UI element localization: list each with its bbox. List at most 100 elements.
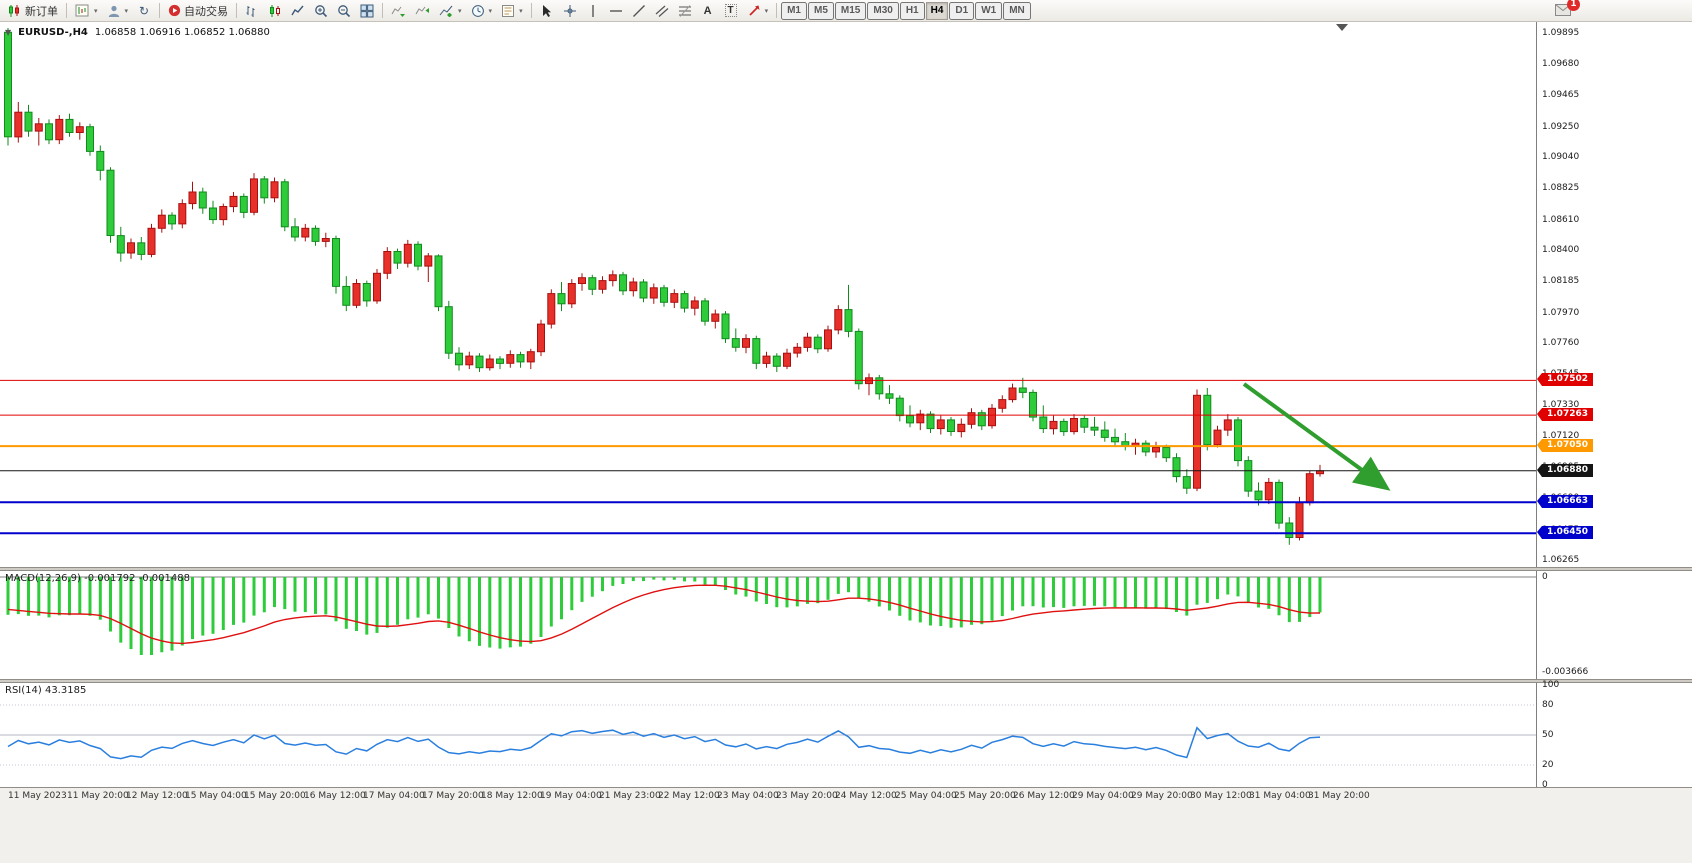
text-tool-button[interactable]: A — [697, 1, 719, 21]
autotrading-button[interactable]: 自动交易 — [164, 1, 232, 21]
time-axis[interactable]: 11 May 2023 11 May 20:00 12 May 12:00 15 Ma… — [0, 788, 1536, 863]
chevron-down-icon: ▾ — [124, 7, 129, 15]
time-axis-label: 24 May 12:00 — [835, 791, 897, 801]
timeframe-m15-button[interactable]: M15 — [834, 1, 867, 20]
rsi-plot-area[interactable]: RSI(14) 43.3185 — [0, 683, 1536, 787]
time-axis-label: 17 May 04:00 — [363, 791, 425, 801]
time-axis-label: 31 May 04:00 — [1249, 791, 1311, 801]
chart-shift-button[interactable] — [411, 1, 434, 21]
price-line-badge: 1.06880 — [1537, 464, 1593, 477]
horizontal-line-icon — [609, 9, 622, 12]
trendline-tool-button[interactable] — [628, 1, 650, 21]
profiles-button[interactable]: ▾ — [103, 1, 133, 21]
trendline-icon — [632, 4, 645, 17]
new-order-icon — [9, 4, 19, 17]
macd-panel-row: MACD(12,26,9) -0.001792 -0.001488 0 -0.00… — [0, 571, 1692, 679]
indicators-button[interactable]: ▾ — [435, 1, 466, 21]
price-axis-label: 1.07120 — [1542, 431, 1580, 441]
new-order-button[interactable]: 新订单 — [3, 1, 62, 21]
refresh-button[interactable]: ↻ — [133, 1, 155, 21]
toolbar-separator — [530, 3, 532, 18]
vertical-line-tool-button[interactable] — [582, 1, 604, 21]
price-axis-label: 1.09680 — [1542, 59, 1580, 69]
fibonacci-tool-button[interactable] — [674, 1, 696, 21]
macd-axis[interactable]: 0 -0.003666 — [1536, 571, 1692, 679]
rsi-panel-row: RSI(14) 43.3185 100 80 50 20 0 — [0, 680, 1692, 790]
chart-window: ▼ EURUSD-,H4 1.06858 1.06916 1.06852 1.0… — [0, 22, 1692, 863]
timeframe-h4-button[interactable]: H4 — [925, 1, 949, 20]
auto-scroll-button[interactable] — [387, 1, 410, 21]
horizontal-line-tool-button[interactable] — [605, 1, 627, 21]
price-line-badge: 1.07502 — [1537, 373, 1593, 386]
autotrading-icon — [168, 4, 181, 17]
notifications-button[interactable]: 1 — [1555, 0, 1580, 20]
arrows-tool-button[interactable]: ▾ — [743, 1, 773, 21]
cursor-tool-button[interactable] — [536, 1, 558, 21]
fibonacci-icon — [678, 4, 691, 17]
timeframe-m1-button[interactable]: M1 — [781, 1, 807, 20]
timeframe-mn-button[interactable]: MN — [1003, 1, 1031, 20]
time-axis-label: 25 May 20:00 — [954, 791, 1016, 801]
notification-count-badge: 1 — [1567, 0, 1580, 11]
panel-splitter[interactable] — [0, 567, 1692, 571]
timeframe-m5-button[interactable]: M5 — [808, 1, 834, 20]
chart-shift-icon — [415, 6, 430, 14]
channel-tool-button[interactable] — [651, 1, 673, 21]
price-axis[interactable]: 1.09895 1.09680 1.09465 1.09250 1.09040 1.088… — [1536, 22, 1692, 567]
time-axis-label: 29 May 04:00 — [1072, 791, 1134, 801]
timeframe-d1-button[interactable]: D1 — [949, 1, 975, 20]
candlestick-canvas — [0, 24, 1536, 545]
text-label-tool-button[interactable]: T — [720, 1, 742, 21]
line-chart-mode-button[interactable] — [287, 1, 309, 21]
tile-windows-button[interactable] — [356, 1, 378, 21]
zoom-out-icon — [338, 4, 351, 17]
new-chart-button[interactable]: ▾ — [71, 1, 102, 21]
time-axis-label: 17 May 20:00 — [422, 791, 484, 801]
time-axis-label: 21 May 23:00 — [599, 791, 661, 801]
timeframe-m30-button[interactable]: M30 — [867, 1, 899, 20]
templates-button[interactable]: ▾ — [497, 1, 527, 21]
price-axis-label: 1.09895 — [1542, 28, 1580, 38]
zoom-out-button[interactable] — [333, 1, 355, 21]
rsi-axis-label: 100 — [1542, 680, 1560, 690]
rsi-axis-label: 80 — [1542, 700, 1554, 710]
zoom-in-button[interactable] — [310, 1, 332, 21]
price-line-badge: 1.06663 — [1537, 495, 1593, 508]
text-tool-icon: A — [703, 4, 712, 17]
periods-button[interactable]: ▾ — [467, 1, 497, 21]
toolbar-separator — [382, 3, 384, 18]
indicators-icon — [439, 5, 453, 17]
new-chart-icon — [75, 4, 89, 16]
refresh-icon: ↻ — [139, 3, 150, 18]
one-click-trading-toggle-icon[interactable]: ▼ — [5, 28, 12, 37]
chevron-down-icon: ▾ — [458, 7, 462, 15]
panel-splitter[interactable] — [0, 679, 1692, 683]
chart-plot-area[interactable]: ▼ EURUSD-,H4 1.06858 1.06916 1.06852 1.0… — [0, 22, 1536, 567]
channel-icon — [655, 5, 668, 17]
chevron-down-icon: ▾ — [519, 7, 523, 15]
macd-plot-area[interactable]: MACD(12,26,9) -0.001792 -0.001488 — [0, 571, 1536, 679]
time-axis-label: 23 May 20:00 — [776, 791, 838, 801]
timeframe-h1-button[interactable]: H1 — [899, 1, 925, 20]
rsi-axis[interactable]: 100 80 50 20 0 — [1536, 680, 1692, 790]
time-axis-label: 19 May 04:00 — [540, 791, 602, 801]
price-line-badge: 1.07263 — [1537, 408, 1593, 421]
chevron-down-icon: ▾ — [94, 7, 98, 15]
vertical-line-icon — [591, 4, 594, 17]
time-axis-label: 16 May 12:00 — [304, 791, 366, 801]
bar-chart-mode-button[interactable] — [241, 1, 263, 21]
new-order-label: 新订单 — [25, 5, 58, 18]
candlestick-mode-button[interactable] — [264, 1, 286, 21]
price-axis-label: 1.07330 — [1542, 400, 1580, 410]
crosshair-tool-button[interactable] — [559, 1, 581, 21]
line-chart-icon — [291, 5, 304, 15]
template-icon — [502, 4, 515, 17]
timeframe-w1-button[interactable]: W1 — [975, 1, 1003, 20]
cursor-icon — [543, 4, 552, 17]
macd-axis-label: 0 — [1542, 572, 1548, 582]
macd-axis-label: -0.003666 — [1542, 667, 1589, 677]
time-axis-label: 15 May 04:00 — [185, 791, 247, 801]
price-axis-label: 1.07970 — [1542, 308, 1580, 318]
price-axis-label: 1.08400 — [1542, 245, 1580, 255]
